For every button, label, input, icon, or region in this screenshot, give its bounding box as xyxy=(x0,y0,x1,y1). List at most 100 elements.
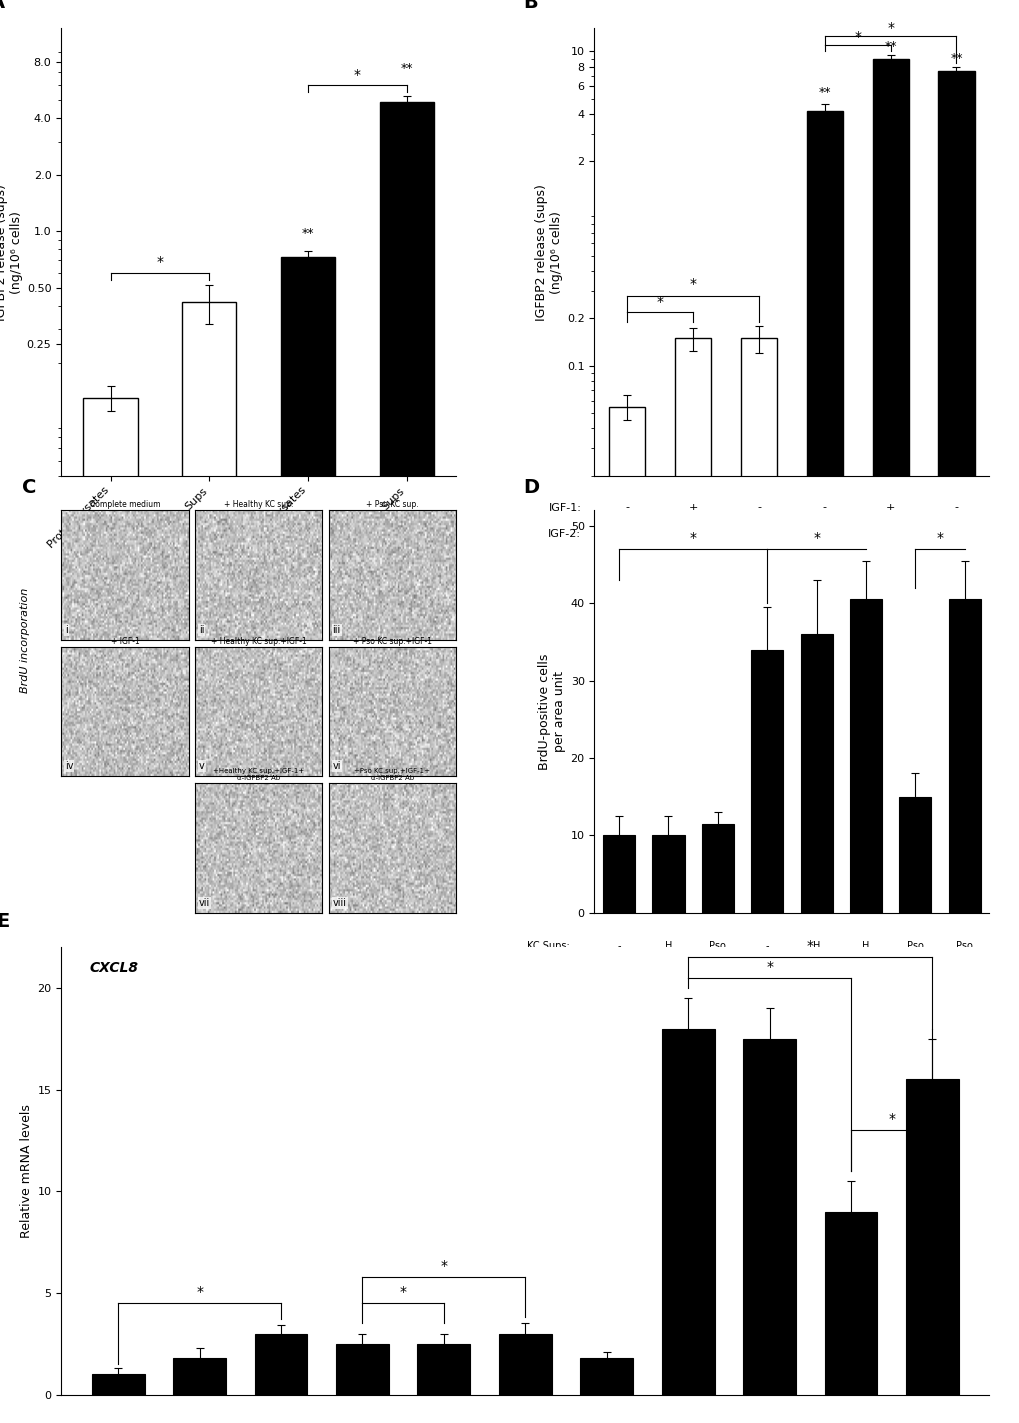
Text: +: + xyxy=(812,969,820,979)
Text: +: + xyxy=(960,969,968,979)
Text: B: B xyxy=(523,0,538,11)
Text: *: * xyxy=(935,531,943,545)
Title: +Pso KC sup.+IGF-1+
α-IGFBP2 Ab: +Pso KC sup.+IGF-1+ α-IGFBP2 Ab xyxy=(355,768,430,781)
Bar xyxy=(335,1343,388,1395)
Text: *: * xyxy=(887,20,894,34)
Text: -: - xyxy=(691,529,695,539)
Title: + Pso KC sup.: + Pso KC sup. xyxy=(366,501,419,509)
Text: *: * xyxy=(689,531,696,545)
Bar xyxy=(661,1029,714,1395)
Text: **: ** xyxy=(400,61,413,75)
Bar xyxy=(740,339,776,1423)
Bar xyxy=(806,111,842,1423)
Bar xyxy=(899,797,930,912)
Bar xyxy=(280,258,335,1423)
Bar xyxy=(84,397,138,1423)
Text: vii: vii xyxy=(199,898,210,908)
Text: +: + xyxy=(951,529,960,539)
Text: -: - xyxy=(822,529,826,539)
Title: Complete medium: Complete medium xyxy=(90,501,160,509)
Text: C: C xyxy=(21,478,36,497)
Bar xyxy=(652,835,684,912)
Text: D: D xyxy=(523,478,539,497)
Text: iii: iii xyxy=(332,625,340,635)
Text: -: - xyxy=(616,998,621,1007)
Text: -: - xyxy=(625,502,629,512)
Y-axis label: IGFBP2 release (sups)
(ng/10⁶ cells): IGFBP2 release (sups) (ng/10⁶ cells) xyxy=(534,184,562,320)
Text: Pso: Pso xyxy=(709,941,726,951)
Text: i: i xyxy=(65,625,67,635)
Bar xyxy=(92,1375,145,1395)
Bar xyxy=(823,1211,876,1395)
Bar xyxy=(905,1080,958,1395)
Text: *: * xyxy=(812,531,819,545)
Text: +: + xyxy=(910,969,918,979)
Bar xyxy=(602,835,635,912)
Text: +: + xyxy=(688,502,697,512)
Bar xyxy=(417,1343,470,1395)
Text: IGF-1:: IGF-1: xyxy=(548,502,581,512)
Bar xyxy=(800,635,832,912)
Y-axis label: BrdU-positive cells
per area unit: BrdU-positive cells per area unit xyxy=(538,653,566,770)
Title: + Pso KC sup.+IGF-1: + Pso KC sup.+IGF-1 xyxy=(353,638,432,646)
Text: -: - xyxy=(913,998,916,1007)
Text: *: * xyxy=(689,277,696,290)
Text: -: - xyxy=(715,969,718,979)
Text: -: - xyxy=(715,998,718,1007)
Bar xyxy=(849,599,881,912)
Text: E: E xyxy=(0,912,9,931)
Bar xyxy=(871,58,908,1423)
Text: +: + xyxy=(762,969,770,979)
Text: *: * xyxy=(765,959,772,973)
Text: KC Sups:: KC Sups: xyxy=(527,941,570,951)
Text: *: * xyxy=(399,1285,407,1299)
Text: *: * xyxy=(156,255,163,269)
Text: +: + xyxy=(861,969,869,979)
Text: +: + xyxy=(886,502,895,512)
Bar xyxy=(379,101,433,1423)
Text: vi: vi xyxy=(332,761,340,771)
Text: +: + xyxy=(754,529,763,539)
Bar xyxy=(701,824,734,912)
Text: -: - xyxy=(666,969,669,979)
Text: CXCL8: CXCL8 xyxy=(89,961,138,975)
Text: **: ** xyxy=(818,85,830,98)
Text: v: v xyxy=(199,761,205,771)
Text: -: - xyxy=(822,502,826,512)
Bar xyxy=(937,71,973,1423)
Text: **: ** xyxy=(302,226,314,240)
Text: *: * xyxy=(440,1258,447,1272)
Text: -: - xyxy=(625,529,629,539)
Title: + Healthy KC sup.+IGF-1: + Healthy KC sup.+IGF-1 xyxy=(211,638,307,646)
Y-axis label: Relative mRNA levels: Relative mRNA levels xyxy=(20,1104,34,1238)
Text: IGF-1:: IGF-1: xyxy=(540,969,570,979)
Title: + IGF-1: + IGF-1 xyxy=(110,638,140,646)
Text: -: - xyxy=(888,529,892,539)
Bar xyxy=(255,1333,307,1395)
Text: IGF-2:: IGF-2: xyxy=(548,529,581,539)
Bar xyxy=(580,1358,633,1395)
Text: *: * xyxy=(354,68,361,83)
Text: -: - xyxy=(616,969,621,979)
Title: +Healthy KC sup.+IGF-1+
α-IGFBP2 Ab: +Healthy KC sup.+IGF-1+ α-IGFBP2 Ab xyxy=(213,768,304,781)
Text: iv: iv xyxy=(65,761,73,771)
Text: *: * xyxy=(806,939,813,953)
Text: *: * xyxy=(656,295,663,309)
Bar xyxy=(743,1039,795,1395)
Text: *: * xyxy=(853,30,860,44)
Bar xyxy=(948,599,980,912)
Text: ii: ii xyxy=(199,625,204,635)
Text: A: A xyxy=(0,0,5,11)
Title: + Healthy KC sup.: + Healthy KC sup. xyxy=(224,501,293,509)
Text: **: ** xyxy=(883,40,896,53)
Text: *: * xyxy=(196,1285,203,1299)
Text: Pso: Pso xyxy=(956,941,972,951)
Bar xyxy=(675,339,710,1423)
Text: Pso: Pso xyxy=(906,941,923,951)
Text: H: H xyxy=(861,941,869,951)
Text: -: - xyxy=(756,502,760,512)
Text: α-IGFBP2 Ab:: α-IGFBP2 Ab: xyxy=(511,998,570,1006)
Bar xyxy=(182,302,236,1423)
Text: H: H xyxy=(664,941,672,951)
Text: -: - xyxy=(764,941,768,951)
